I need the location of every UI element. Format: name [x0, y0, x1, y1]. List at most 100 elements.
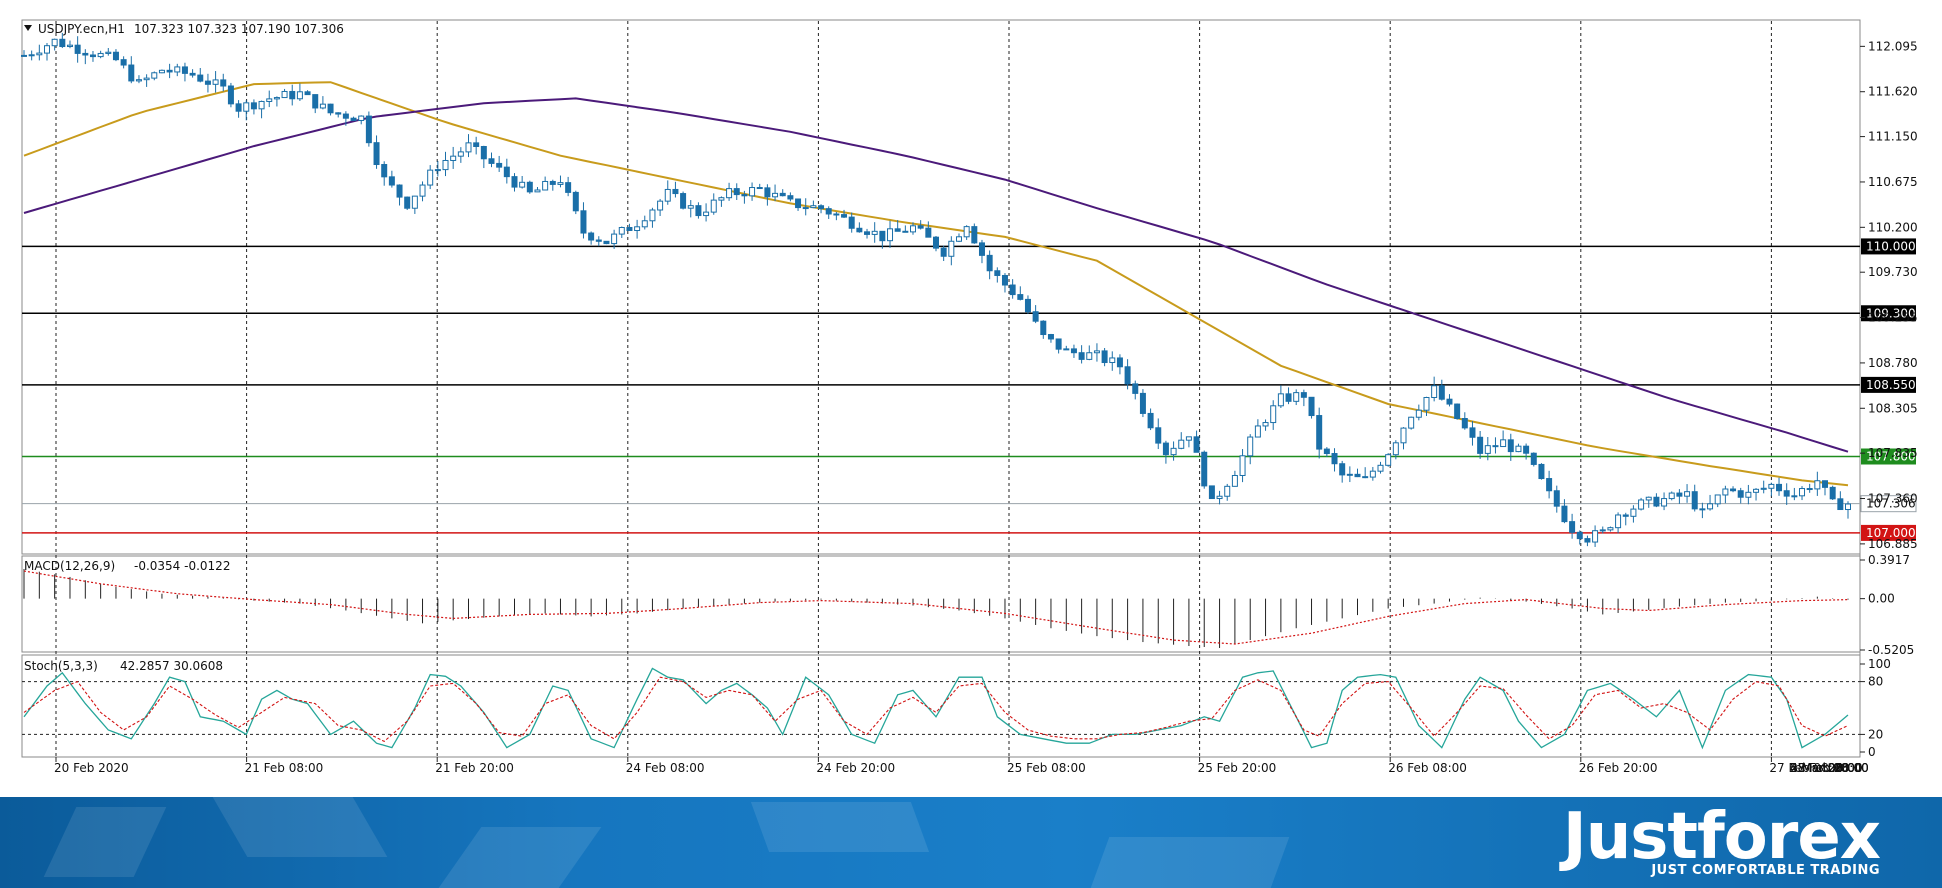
candle-body [1201, 451, 1208, 487]
candle-body [358, 115, 365, 121]
candle-body [718, 197, 725, 201]
candle-body [1070, 348, 1077, 354]
candle-body [1569, 521, 1576, 533]
footer-shape [1090, 837, 1290, 888]
candle-body [1392, 442, 1399, 456]
candle-body [1676, 492, 1683, 497]
candle-body [143, 77, 150, 81]
candle-body [503, 166, 510, 178]
candle-body [365, 115, 372, 144]
candle-body [1477, 436, 1484, 454]
candle-body [1661, 498, 1668, 507]
candle-body [641, 220, 648, 228]
candle-body [1254, 425, 1261, 438]
candle-body [1155, 427, 1162, 444]
x-tick-label: 27 Feb 20:00 [1790, 761, 1869, 775]
candle-body [66, 44, 73, 48]
candle-body [457, 151, 464, 157]
candle-body [572, 191, 579, 212]
candle-body [1615, 514, 1622, 529]
x-tick-label: 4 Mar 08:00 [1790, 761, 1863, 775]
candle-body [1837, 498, 1844, 511]
candle-body [1714, 494, 1721, 505]
candle-body [749, 187, 756, 197]
candle-body [1845, 503, 1851, 511]
x-tick-label: 28 Feb 08:00 [1790, 761, 1869, 775]
x-tick-label: 2 Mar 08:00 [1790, 761, 1863, 775]
candle-body [1722, 488, 1729, 496]
candle-body [649, 209, 656, 222]
candle-body [955, 236, 962, 242]
candle-body [419, 184, 426, 197]
stoch-main-line [23, 667, 1849, 750]
candle-body [526, 181, 533, 193]
candle-body [1592, 530, 1599, 543]
x-tick-label: 25 Feb 08:00 [1007, 761, 1086, 775]
candle-body [1822, 480, 1829, 488]
y-tick-label: 110.200 [1868, 220, 1918, 234]
candle-body [473, 142, 480, 147]
axis-labels: 20 Feb 2020 21 Feb 08:00 21 Feb 20:00 24 Fe… [54, 39, 1918, 775]
candle-body [1354, 473, 1361, 478]
candle-body [450, 155, 457, 161]
candle-body [1814, 480, 1821, 490]
dropdown-triangle-icon[interactable] [24, 25, 32, 31]
x-tick-label: 5 Mar 08:00 [1790, 761, 1863, 775]
candle-body [1047, 334, 1054, 340]
candle-body [465, 142, 472, 153]
brand-footer: Justforex JUST COMFORTABLE TRADING [0, 797, 1942, 888]
candle-body [1446, 398, 1453, 405]
candle-body [1492, 445, 1499, 448]
symbol-header[interactable]: USDJPY.ecn,H1 107.323 107.323 107.190 10… [24, 22, 344, 36]
candle-body [1231, 474, 1238, 487]
candle-body [51, 38, 58, 47]
candle-body [235, 103, 242, 112]
x-tick-label: 21 Feb 20:00 [435, 761, 514, 775]
candle-body [1561, 505, 1568, 523]
candle-body [534, 189, 541, 193]
level-label-box [1861, 305, 1916, 322]
candle-body [1745, 491, 1752, 498]
x-tick-label: 20 Feb 2020 [54, 761, 129, 775]
moving-average-line [23, 81, 1849, 487]
ohlc-values: 107.323 107.323 107.190 107.306 [134, 22, 344, 36]
candle-body [1024, 298, 1031, 313]
candle-body [1377, 464, 1384, 472]
candle-body [1538, 463, 1545, 480]
candle-body [1093, 350, 1100, 354]
candle-body [741, 194, 748, 197]
candle-body [1599, 529, 1606, 532]
candle-body [97, 52, 104, 58]
candle-body [856, 227, 863, 233]
candle-body [74, 44, 81, 54]
candle-body [181, 66, 188, 74]
stoch-signal-line [23, 676, 1849, 743]
level-label: 108.550 [1866, 378, 1916, 392]
candle-body [795, 198, 802, 209]
candles [21, 32, 1851, 547]
candle-body [580, 210, 587, 234]
candle-body [1454, 403, 1461, 420]
x-tick-label: 26 Feb 08:00 [1388, 761, 1467, 775]
candle-body [565, 182, 572, 193]
candle-body [1017, 294, 1024, 300]
candle-body [434, 169, 441, 172]
x-tick-label: 24 Feb 08:00 [626, 761, 705, 775]
candle-body [1699, 508, 1706, 511]
candle-body [703, 211, 710, 217]
candle-body [764, 187, 771, 198]
x-tick-label: 24 Feb 20:00 [816, 761, 895, 775]
candle-body [756, 187, 763, 190]
candle-body [672, 188, 679, 195]
candle-body [21, 54, 27, 57]
candle-body [1691, 491, 1698, 510]
candle-body [189, 72, 196, 76]
candle-body [542, 180, 549, 191]
y-tick-label: 111.620 [1868, 85, 1918, 99]
candle-body [281, 90, 288, 99]
moving-averages [23, 81, 1849, 487]
candle-body [925, 227, 932, 238]
candle-body [618, 227, 625, 235]
level-label: 110.000 [1866, 239, 1916, 253]
x-tick-label: 26 Feb 20:00 [1579, 761, 1658, 775]
